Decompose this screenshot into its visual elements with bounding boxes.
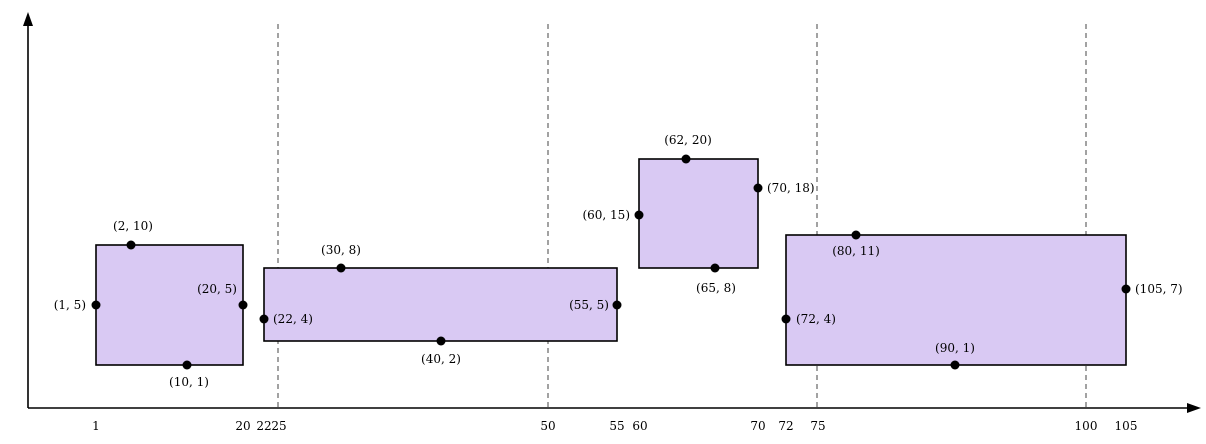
label-10-1: (10, 1) — [169, 375, 209, 389]
label-80-11: (80, 11) — [832, 244, 880, 258]
tick-25: 25 — [271, 419, 286, 433]
rectangle-1 — [95, 244, 244, 366]
point-30-8 — [336, 263, 346, 273]
label-1-5: (1, 5) — [54, 298, 86, 312]
point-22-4 — [259, 314, 269, 324]
rectangle-3 — [638, 158, 759, 269]
point-2-10 — [126, 240, 136, 250]
label-2-10: (2, 10) — [113, 219, 153, 233]
point-40-2 — [436, 336, 446, 346]
tick-1: 1 — [92, 419, 100, 433]
point-20-5 — [238, 300, 248, 310]
x-axis-arrow-icon — [1187, 403, 1201, 413]
label-40-2: (40, 2) — [421, 352, 461, 366]
tick-70: 70 — [750, 419, 765, 433]
label-55-5: (55, 5) — [569, 298, 609, 312]
point-65-8 — [710, 263, 720, 273]
label-65-8: (65, 8) — [696, 281, 736, 295]
label-30-8: (30, 8) — [321, 243, 361, 257]
tick-20: 20 — [235, 419, 250, 433]
label-22-4: (22, 4) — [273, 312, 313, 326]
point-55-5 — [612, 300, 622, 310]
label-72-4: (72, 4) — [796, 312, 836, 326]
label-90-1: (90, 1) — [935, 341, 975, 355]
tick-75: 75 — [810, 419, 825, 433]
point-105-7 — [1121, 284, 1131, 294]
point-70-18 — [753, 183, 763, 193]
label-60-15: (60, 15) — [582, 208, 630, 222]
y-axis-arrow-icon — [23, 12, 33, 26]
tick-60: 60 — [632, 419, 647, 433]
label-20-5: (20, 5) — [197, 282, 237, 296]
label-70-18: (70, 18) — [767, 181, 815, 195]
point-90-1 — [950, 360, 960, 370]
label-105-7: (105, 7) — [1135, 282, 1183, 296]
point-80-11 — [851, 230, 861, 240]
tick-72: 72 — [778, 419, 793, 433]
tick-50: 50 — [540, 419, 555, 433]
tick-100: 100 — [1075, 419, 1098, 433]
tick-105: 105 — [1115, 419, 1138, 433]
label-62-20: (62, 20) — [664, 133, 712, 147]
point-1-5 — [91, 300, 101, 310]
point-60-15 — [634, 210, 644, 220]
tick-22: 22 — [256, 419, 271, 433]
tick-55: 55 — [609, 419, 624, 433]
point-72-4 — [781, 314, 791, 324]
point-10-1 — [182, 360, 192, 370]
point-62-20 — [681, 154, 691, 164]
rectangle-2 — [263, 267, 618, 342]
